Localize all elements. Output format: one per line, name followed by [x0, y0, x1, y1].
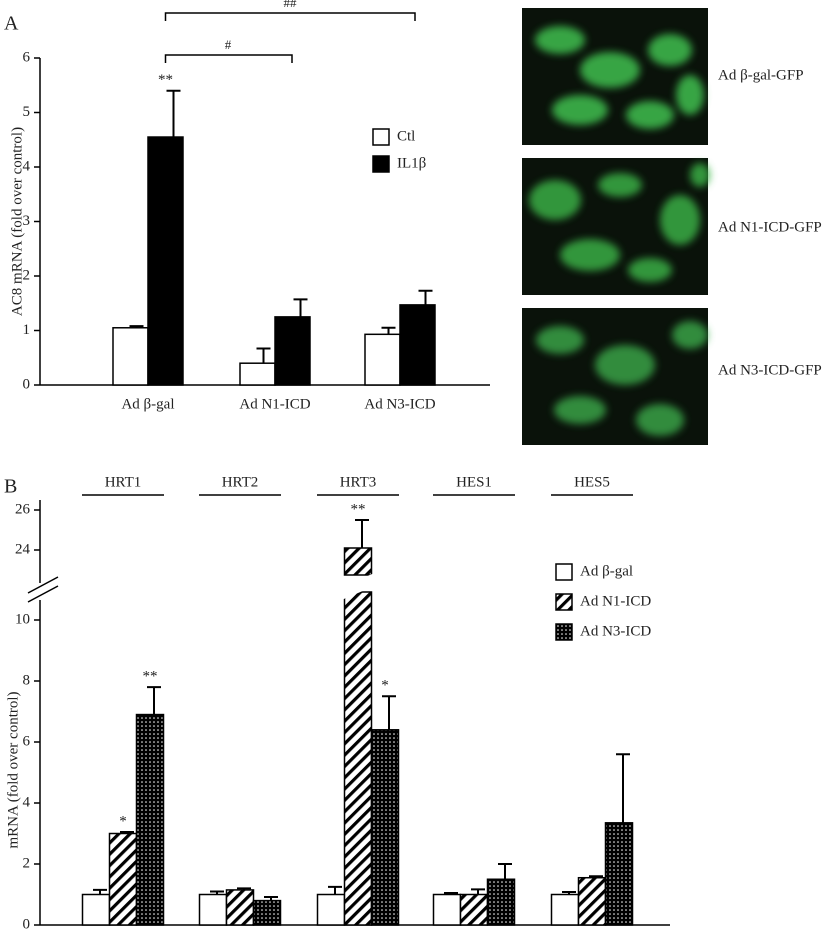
bar: [550, 893, 580, 926]
error-bar: [120, 830, 134, 834]
bar: [81, 893, 111, 926]
y-axis-label: AC8 mRNA (fold over control): [9, 127, 25, 316]
y-tick-label: 8: [23, 672, 31, 688]
y-tick-label: 2: [23, 855, 31, 871]
category-label: HRT1: [105, 474, 142, 490]
bar: [343, 591, 373, 926]
legend-label: Ad β-gal: [580, 563, 633, 579]
micrograph-label: Ad β-gal-GFP: [718, 67, 804, 83]
panel-label: B: [4, 476, 17, 498]
error-bar: [589, 875, 603, 878]
category-label: HRT3: [340, 474, 377, 490]
error-bar: [444, 891, 458, 895]
error-bar: [498, 863, 512, 880]
error-bar: [210, 890, 224, 895]
legend-swatch: [555, 563, 573, 581]
bar: [577, 876, 607, 926]
bar: [198, 893, 228, 926]
legend-swatch: [555, 623, 573, 641]
x-tick-label: Ad β-gal: [121, 396, 174, 412]
bar: [274, 316, 311, 386]
legend-label: IL1β: [397, 155, 426, 171]
category-label: HES5: [574, 474, 610, 490]
error-bar: [471, 888, 485, 895]
y-tick-label: 6: [23, 49, 31, 65]
micrograph-label: Ad N3-ICD-GFP: [718, 362, 822, 378]
y-tick-label: 0: [23, 916, 31, 930]
annotation: #: [225, 37, 232, 52]
annotation: **: [143, 669, 158, 685]
y-tick-label: 6: [23, 733, 31, 749]
error-bar: [382, 695, 396, 730]
x-tick-label: Ad N1-ICD: [239, 396, 310, 412]
micrograph-images: [522, 8, 710, 445]
bar: [364, 333, 401, 386]
error-bar: [264, 895, 278, 901]
legend-label: Ad N3-ICD: [580, 623, 651, 639]
y-tick-label: 0: [23, 376, 31, 392]
legend-label: Ad N1-ICD: [580, 593, 651, 609]
bar: [370, 729, 400, 926]
error-bar: [166, 89, 181, 138]
error-bar: [562, 891, 576, 895]
bar-break: [341, 573, 375, 600]
bar: [112, 327, 149, 386]
error-bar: [328, 885, 342, 895]
bar: [135, 713, 165, 926]
bar: [108, 832, 138, 926]
bar: [252, 899, 282, 926]
axis-break: [27, 576, 59, 603]
bar: [316, 893, 346, 926]
y-tick-label: 24: [15, 541, 31, 557]
annotation: ##: [284, 0, 298, 10]
annotation: **: [158, 72, 173, 88]
category-label: HES1: [456, 474, 492, 490]
error-bar: [293, 298, 308, 317]
panel-label: A: [4, 13, 19, 35]
y-tick-label: 4: [23, 158, 31, 174]
y-tick-label: 10: [15, 611, 30, 627]
bar: [239, 362, 276, 386]
bracket: [164, 12, 416, 21]
bar: [604, 822, 634, 926]
y-tick-label: 26: [15, 501, 31, 517]
error-bar: [147, 686, 161, 715]
micrograph-label: Ad N1-ICD-GFP: [718, 219, 822, 235]
legend-swatch: [372, 155, 390, 173]
category-label: HRT2: [222, 474, 259, 490]
error-bar: [129, 325, 144, 328]
y-tick-label: 1: [23, 322, 31, 338]
error-bar: [237, 887, 251, 890]
legend-swatch: [555, 593, 573, 611]
error-bar: [418, 289, 433, 305]
bar-upper: [343, 547, 373, 576]
error-bar: [93, 888, 107, 895]
bar: [147, 136, 184, 386]
legend-swatch: [372, 128, 390, 146]
bar: [432, 893, 462, 926]
y-tick-label: 2: [23, 267, 31, 283]
annotation: *: [119, 813, 127, 829]
bar: [486, 878, 516, 926]
bar: [399, 304, 436, 386]
annotation: *: [381, 678, 389, 694]
annotation: **: [351, 501, 366, 517]
x-tick-label: Ad N3-ICD: [364, 396, 435, 412]
bracket: [164, 54, 293, 63]
error-bar: [355, 519, 369, 548]
bar: [459, 893, 489, 926]
error-bar: [616, 753, 630, 823]
error-bar: [256, 347, 271, 364]
bar: [225, 889, 255, 926]
y-axis-label: mRNA (fold over control): [5, 691, 21, 848]
y-tick-label: 4: [23, 794, 31, 810]
y-tick-label: 3: [23, 213, 31, 229]
legend-label: Ctl: [397, 128, 415, 144]
error-bar: [381, 326, 396, 335]
y-tick-label: 5: [23, 104, 31, 120]
